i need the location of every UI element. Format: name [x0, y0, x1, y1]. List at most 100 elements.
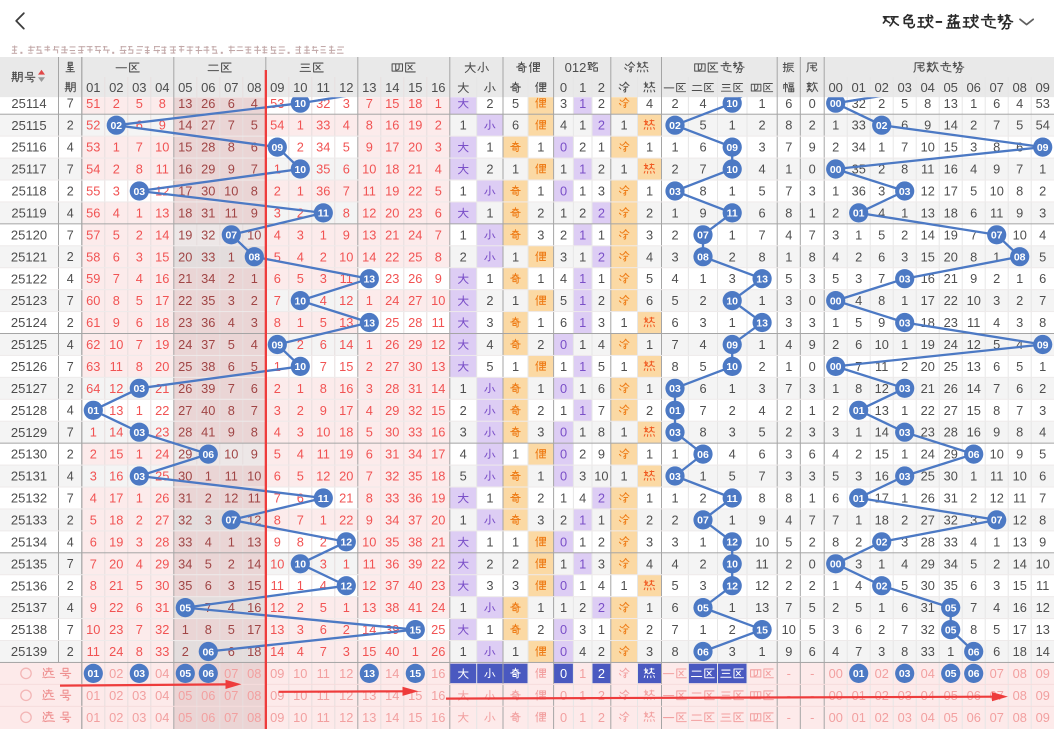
svg-text:18: 18	[431, 469, 445, 484]
svg-text:14: 14	[1036, 644, 1050, 659]
svg-text:0: 0	[560, 184, 567, 199]
svg-text:15: 15	[408, 80, 422, 95]
svg-text:11: 11	[87, 644, 100, 659]
svg-text:2: 2	[785, 403, 792, 418]
svg-text:14: 14	[921, 227, 935, 242]
svg-text:13: 13	[109, 403, 123, 418]
svg-text:1: 1	[699, 469, 706, 484]
svg-text:13: 13	[362, 227, 376, 242]
svg-text:2: 2	[274, 184, 281, 199]
svg-text:1: 1	[460, 184, 467, 199]
svg-text:1: 1	[579, 688, 586, 703]
svg-text:12: 12	[431, 337, 445, 352]
svg-text:1: 1	[560, 491, 567, 506]
svg-text:8: 8	[366, 491, 373, 506]
svg-text:16: 16	[967, 425, 981, 440]
svg-text:19: 19	[408, 118, 422, 133]
svg-text:1: 1	[537, 600, 544, 615]
svg-text:8: 8	[699, 425, 706, 440]
svg-text:4: 4	[579, 491, 586, 506]
svg-text:16: 16	[431, 666, 445, 681]
svg-text:05: 05	[944, 710, 958, 725]
svg-text:14: 14	[247, 556, 261, 571]
svg-text:1: 1	[598, 271, 605, 286]
svg-text:1: 1	[598, 512, 605, 527]
svg-text:01: 01	[87, 668, 99, 680]
svg-text:3: 3	[785, 293, 792, 308]
svg-text:5: 5	[460, 469, 467, 484]
svg-text:7: 7	[67, 97, 74, 111]
svg-text:2: 2	[759, 118, 766, 133]
svg-text:13: 13	[921, 205, 935, 220]
svg-text:2: 2	[759, 359, 766, 374]
svg-text:3: 3	[646, 644, 653, 659]
svg-text:04: 04	[155, 710, 169, 725]
svg-text:5: 5	[251, 118, 258, 133]
svg-text:25133: 25133	[11, 513, 47, 528]
svg-text:18: 18	[339, 425, 353, 440]
svg-text:31: 31	[944, 491, 958, 506]
svg-text:31: 31	[201, 205, 215, 220]
svg-text:07: 07	[224, 80, 238, 95]
svg-text:2: 2	[671, 96, 678, 111]
svg-text:06: 06	[202, 449, 214, 461]
svg-text:3: 3	[993, 578, 1000, 593]
svg-text:25125: 25125	[11, 337, 47, 352]
svg-text:01: 01	[853, 668, 865, 680]
svg-text:00: 00	[829, 688, 843, 703]
svg-text:1: 1	[729, 381, 736, 396]
svg-text:9: 9	[90, 600, 97, 615]
svg-text:7: 7	[67, 491, 74, 505]
svg-text:25: 25	[944, 359, 958, 374]
svg-text:9: 9	[809, 337, 816, 352]
svg-text:6: 6	[970, 578, 977, 593]
svg-text:3: 3	[343, 96, 350, 111]
svg-text:2: 2	[598, 80, 605, 95]
svg-text:18: 18	[155, 315, 169, 330]
svg-text:33: 33	[316, 118, 330, 133]
svg-text:4: 4	[67, 206, 74, 220]
svg-text:33: 33	[944, 534, 958, 549]
svg-text:5: 5	[113, 227, 120, 242]
svg-text:10: 10	[726, 559, 738, 571]
svg-text:54: 54	[86, 162, 100, 177]
svg-text:11: 11	[317, 688, 330, 703]
svg-text:25129: 25129	[11, 425, 47, 440]
svg-text:01: 01	[853, 493, 865, 505]
svg-text:1: 1	[646, 140, 653, 155]
svg-text:19: 19	[921, 337, 935, 352]
svg-text:9: 9	[251, 205, 258, 220]
svg-text:05: 05	[945, 668, 957, 680]
svg-text:1: 1	[560, 600, 567, 615]
svg-text:7: 7	[251, 162, 258, 177]
svg-text:34: 34	[852, 140, 866, 155]
svg-text:36: 36	[385, 556, 399, 571]
svg-text:32: 32	[944, 512, 958, 527]
svg-text:13: 13	[247, 534, 261, 549]
svg-text:3: 3	[646, 227, 653, 242]
svg-text:28: 28	[408, 315, 422, 330]
svg-text:9: 9	[320, 403, 327, 418]
svg-text:7: 7	[970, 227, 977, 242]
svg-text:08: 08	[248, 252, 260, 264]
svg-text:4: 4	[579, 644, 586, 659]
svg-text:1: 1	[579, 118, 586, 133]
svg-text:9: 9	[1016, 447, 1023, 462]
svg-text:22: 22	[339, 512, 353, 527]
svg-text:18: 18	[944, 205, 958, 220]
svg-text:2: 2	[67, 184, 74, 198]
svg-text:11: 11	[921, 162, 934, 177]
svg-text:22: 22	[431, 556, 445, 571]
svg-text:1: 1	[785, 359, 792, 374]
svg-text:23: 23	[408, 205, 422, 220]
svg-text:10: 10	[294, 98, 306, 110]
svg-text:7: 7	[901, 140, 908, 155]
svg-text:8: 8	[297, 534, 304, 549]
svg-text:03: 03	[898, 710, 912, 725]
svg-text:07: 07	[697, 230, 709, 242]
svg-text:6: 6	[1039, 469, 1046, 484]
svg-text:3: 3	[297, 227, 304, 242]
svg-text:4: 4	[970, 162, 977, 177]
svg-text:14: 14	[431, 381, 445, 396]
svg-text:13: 13	[363, 274, 375, 286]
